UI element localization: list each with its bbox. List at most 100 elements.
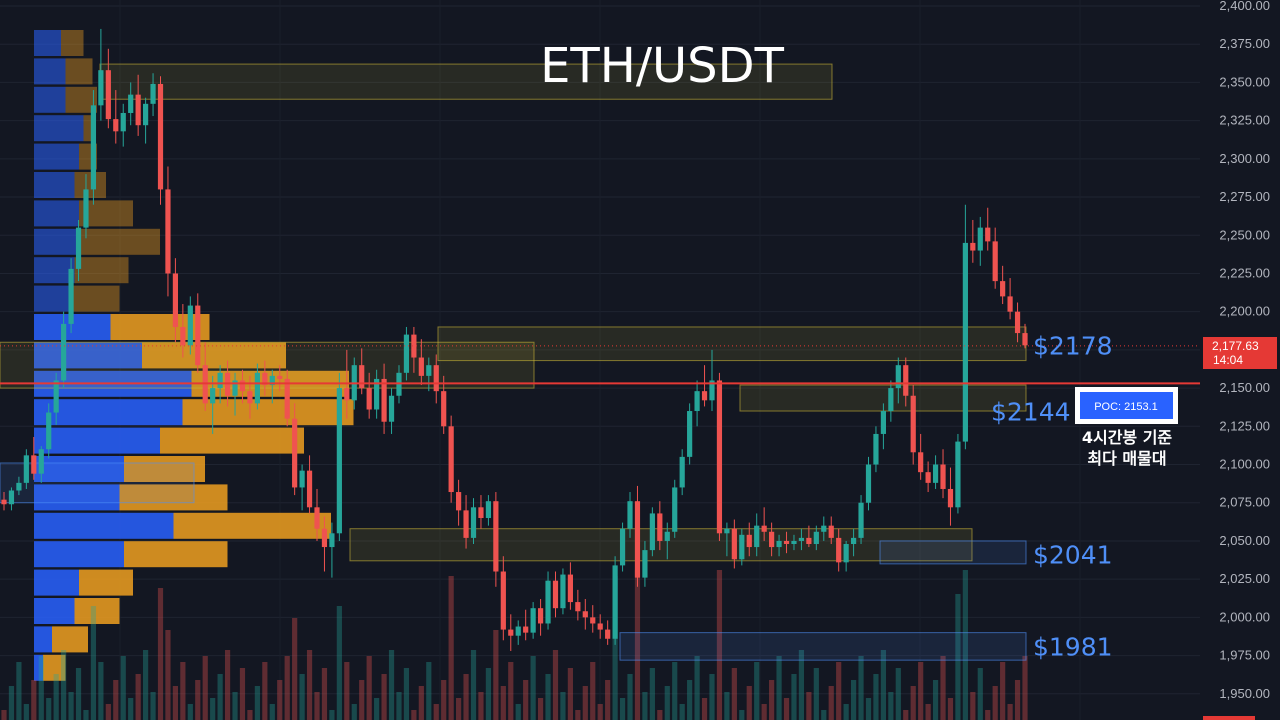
volume-bar xyxy=(90,606,97,720)
volume-bar xyxy=(150,692,156,720)
candle-body xyxy=(239,380,246,392)
candle-body xyxy=(694,391,700,412)
volume-bar xyxy=(344,662,350,720)
candle-body xyxy=(806,537,812,544)
volume-bar xyxy=(31,680,37,720)
volume-bar xyxy=(754,662,760,720)
volume-bar xyxy=(828,686,834,720)
candle-body xyxy=(374,378,380,410)
volume-bar xyxy=(1022,656,1028,720)
candle-body xyxy=(910,395,916,453)
candle-body xyxy=(880,411,887,434)
candle-body xyxy=(545,580,551,624)
candle-body xyxy=(292,418,298,488)
profile-bar-sell xyxy=(79,228,160,255)
volume-bar xyxy=(381,674,387,720)
candle-body xyxy=(523,626,529,633)
y-tick-label: 1,950.00 xyxy=(1219,686,1270,701)
candle-body xyxy=(821,525,827,532)
candle-body xyxy=(441,391,447,427)
y-tick-label: 2,125.00 xyxy=(1219,418,1270,433)
y-tick-label: 2,350.00 xyxy=(1219,74,1270,89)
profile-bar-buy xyxy=(34,30,61,56)
volume-bar xyxy=(23,704,29,720)
volume-bar xyxy=(582,686,588,720)
candle-body xyxy=(277,375,283,379)
volume-bar xyxy=(374,698,380,720)
volume-bar xyxy=(16,662,22,720)
candle-body xyxy=(575,602,581,612)
profile-bar-sell xyxy=(74,257,129,284)
candle-body xyxy=(321,528,328,548)
candle-body xyxy=(1,499,7,505)
volume-bar xyxy=(195,680,201,720)
profile-bar-sell xyxy=(124,541,228,568)
profile-bar-buy xyxy=(34,86,66,113)
candle-body xyxy=(456,492,462,511)
candle-body xyxy=(783,540,790,544)
volume-bars xyxy=(1,570,1028,720)
candle-body xyxy=(31,455,37,474)
volume-bar xyxy=(865,698,872,720)
candle-body xyxy=(634,501,641,578)
last-price-value: 2,177.63 xyxy=(1212,339,1259,353)
volume-bar xyxy=(769,680,775,720)
candle-body xyxy=(172,273,179,327)
candles xyxy=(1,28,1028,651)
candle-body xyxy=(38,449,44,474)
candle-body xyxy=(619,528,626,566)
volume-bar xyxy=(970,692,976,720)
candle-body xyxy=(679,456,685,488)
volume-bar xyxy=(46,698,52,720)
y-tick-label: 2,100.00 xyxy=(1219,457,1270,472)
volume-bar xyxy=(187,704,193,720)
candle-body xyxy=(590,617,596,624)
candle-body xyxy=(813,531,819,544)
volume-bar xyxy=(813,668,819,720)
profile-bar-sell xyxy=(124,456,205,482)
candle-body xyxy=(142,103,149,126)
profile-bar-buy xyxy=(34,598,75,624)
volume-bar xyxy=(418,686,424,720)
volume-bar xyxy=(1007,704,1013,720)
candle-body xyxy=(150,83,156,104)
candle-body xyxy=(798,537,805,541)
candle-body xyxy=(672,487,678,532)
candle-body xyxy=(828,525,834,538)
candle-body xyxy=(932,464,939,483)
profile-bar-sell xyxy=(83,115,93,142)
volume-bar xyxy=(202,656,208,720)
volume-bar xyxy=(552,650,559,720)
volume-bar xyxy=(314,692,320,720)
volume-bar xyxy=(128,698,134,720)
candle-body xyxy=(157,83,164,190)
volume-bar xyxy=(359,680,365,720)
candle-body xyxy=(83,189,89,228)
volume-bar xyxy=(791,674,797,720)
profile-bar-buy xyxy=(34,484,120,511)
volume-bar xyxy=(254,686,260,720)
candle-body xyxy=(98,70,104,106)
volume-bar xyxy=(135,674,141,720)
candle-body xyxy=(135,94,141,126)
candle-body xyxy=(1000,281,1006,297)
volume-bar xyxy=(672,662,678,720)
candle-body xyxy=(850,537,857,544)
profile-bar-buy xyxy=(34,115,84,142)
volume-bar xyxy=(545,674,551,720)
zone-box xyxy=(437,326,1027,362)
level-label: $2144 xyxy=(991,397,1071,426)
candle-body xyxy=(962,242,968,442)
candle-body xyxy=(992,241,998,282)
candle-body xyxy=(232,380,238,396)
volume-bar xyxy=(746,686,752,720)
volume-bar xyxy=(821,710,827,720)
volume-bar xyxy=(657,710,663,720)
volume-bar xyxy=(321,668,328,720)
volume-bar xyxy=(627,674,633,720)
candle-body xyxy=(418,357,424,376)
candle-body xyxy=(552,580,559,609)
volume-bar xyxy=(269,704,275,720)
y-tick-label: 2,375.00 xyxy=(1219,36,1270,51)
